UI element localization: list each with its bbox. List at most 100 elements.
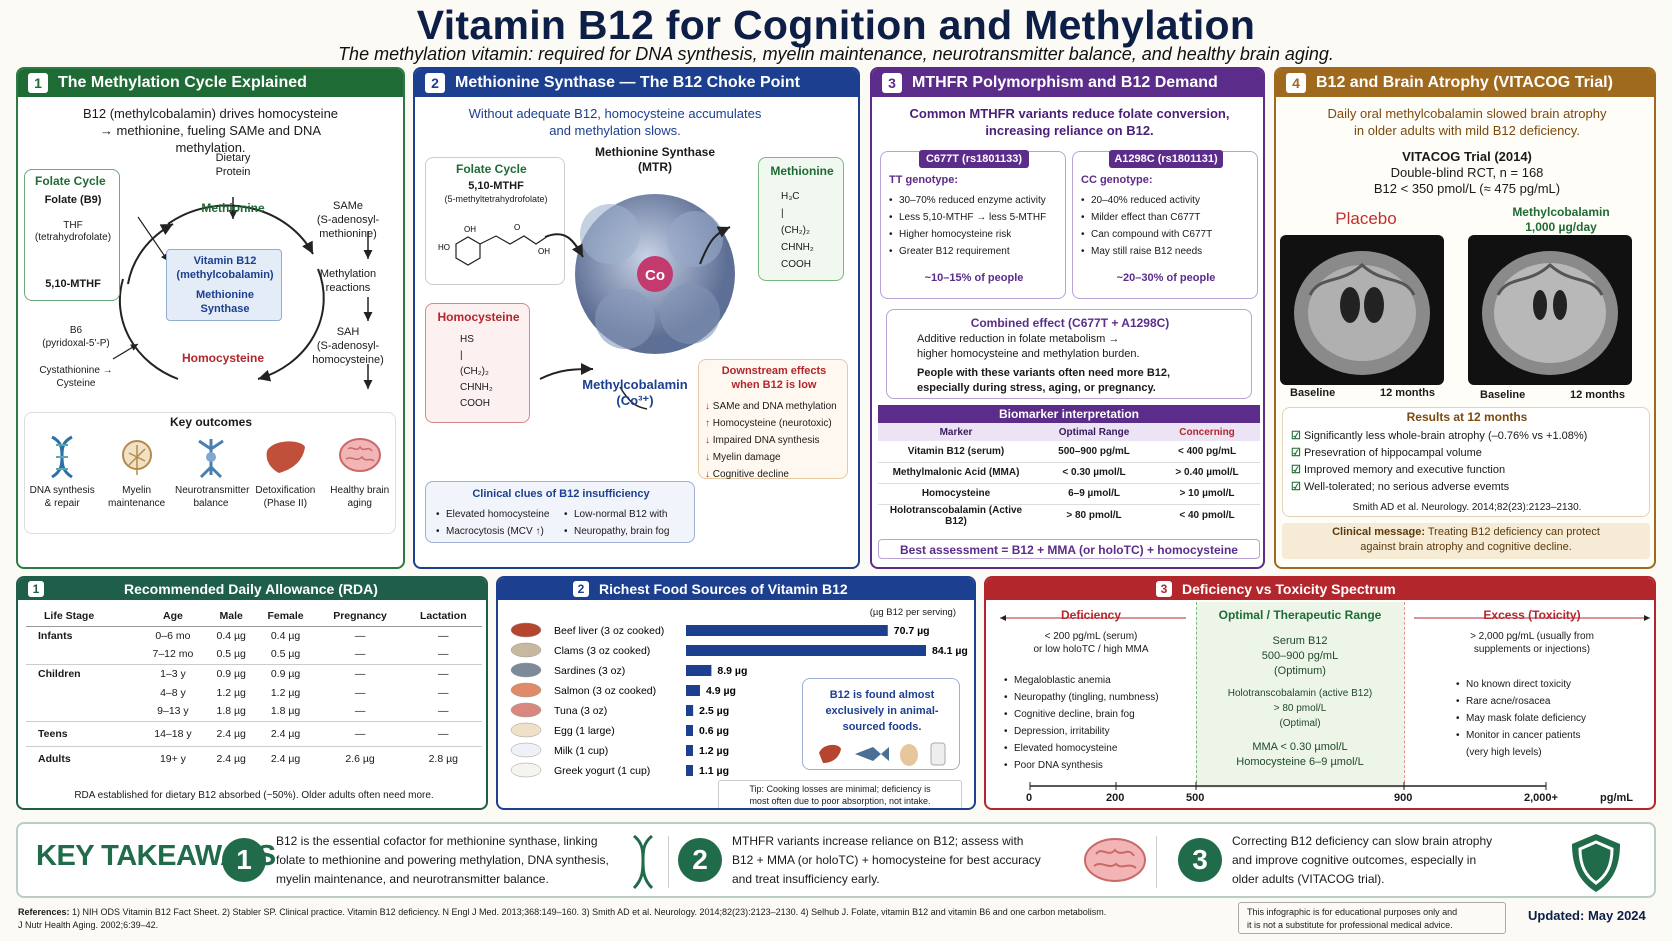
panel-header: 3 Deficiency vs Toxicity Spectrum [986, 578, 1654, 600]
outcome-item: Myelin maintenance [101, 435, 173, 510]
homocysteine-label: Homocysteine [181, 351, 265, 365]
folate-cycle-title: Folate Cycle [456, 162, 527, 176]
disclaimer: This infographic is for educational purp… [1238, 902, 1506, 934]
food-name: Egg (1 large) [554, 725, 615, 737]
table-row: Homocysteine 6–9 µmol/L > 10 µmol/L [878, 483, 1260, 504]
axis-unit: pg/mL [1600, 792, 1633, 804]
food-bar [686, 665, 712, 676]
results-box: Results at 12 months ☑ Significantly les… [1282, 407, 1650, 517]
homocysteine-structure: HS | (CH₂)₂ CHNH₂ COOH [460, 334, 493, 409]
key-outcomes-box: Key outcomes DNA synthesis & repair Myel… [24, 412, 396, 534]
optimal-mma: MMA < 0.30 µmol/L Homocysteine 6–9 µmol/… [1236, 741, 1364, 768]
food-value-label: 84.1 µg [932, 645, 968, 657]
biomarker-title: Biomarker interpretation [878, 405, 1260, 423]
folate-cycle-title: Folate Cycle [35, 174, 106, 188]
optimal-serum: Serum B12 500–900 pg/mL (Optimum) [1261, 635, 1339, 677]
references: References: 1) NIH ODS Vitamin B12 Fact … [18, 906, 1178, 932]
takeaway-text: Correcting B12 deficiency can slow brain… [1232, 834, 1493, 886]
food-icon [510, 722, 542, 738]
variant-c677t-box: C677T (rs1801133) TT genotype: 30–70% re… [880, 150, 1066, 299]
animal-foods-callout: B12 is found almost exclusively in anima… [802, 678, 960, 770]
vitacog-intro: Daily oral methylcobalamin slowed brain … [1327, 106, 1607, 138]
table-row: 4–8 y 1.2 µg 1.2 µg — — [160, 686, 449, 699]
rda-table: Life Stage Age Male Female Pregnancy Lac… [26, 606, 482, 771]
liver-icon [266, 441, 306, 473]
food-name: Salmon (3 oz cooked) [554, 685, 656, 697]
food-icon [510, 662, 542, 678]
table-header: Lactation [419, 609, 467, 622]
same-label: SAMe (S-adenosyl- methionine) [316, 200, 380, 240]
cystathionine-label: Cystathionine → Cysteine [39, 365, 113, 389]
results-list: ☑ Significantly less whole-brain atrophy… [1291, 428, 1587, 496]
svg-text:HO: HO [438, 243, 450, 252]
food-sources-panel: 2 Richest Food Sources of Vitamin B12 (µ… [496, 576, 976, 810]
deficiency-list: Megaloblastic anemiaNeuropathy (tingling… [1004, 672, 1159, 774]
svg-text:OH: OH [538, 247, 550, 256]
downstream-item: ↓ Myelin damage [705, 452, 781, 463]
food-icon [510, 762, 542, 778]
food-value-label: 4.9 µg [706, 685, 736, 697]
biomarker-table-wrap: Biomarker interpretation Marker Optimal … [878, 405, 1260, 527]
panel-number: 2 [573, 581, 589, 597]
table-row: Methylmalonic Acid (MMA) < 0.30 µmol/L > 0… [878, 462, 1260, 483]
food-name: Beef liver (3 oz cooked) [554, 625, 664, 637]
methionine-label: Methionine [201, 201, 265, 215]
outcome-label: Neurotransmitter balance [174, 485, 250, 509]
food-name: Greek yogurt (1 cup) [554, 765, 650, 777]
outcomes-row: DNA synthesis & repair Myelin maintenanc… [25, 435, 397, 510]
food-value-label: 8.9 µg [717, 665, 747, 677]
brain-icon [338, 438, 381, 472]
mthf-label: 5,10-MTHF [468, 180, 524, 192]
axis-tick: 500 [1186, 792, 1205, 804]
table-row: Teens 14–18 y 2.4 µg 2.4 µg — — [26, 721, 482, 746]
brain-atrophy-panel: 4 B12 and Brain Atrophy (VITACOG Trial) … [1274, 67, 1656, 569]
food-name: Milk (1 cup) [554, 745, 608, 757]
table-header: Male [219, 609, 243, 622]
result-item: ☑ Improved memory and executive function [1291, 464, 1506, 476]
months-label: 12 months [1380, 387, 1436, 399]
key-takeaways-panel: KEY TAKEAWAYS 1 B12 is the essential cof… [16, 822, 1656, 898]
spectrum-axis [1000, 615, 1650, 790]
trial-criteria: B12 < 350 pmol/L (≈ 475 pg/mL) [1373, 181, 1561, 196]
combined-emphasis: People with these variants often need mo… [917, 367, 1171, 394]
folate-b9-label: Folate (B9) [44, 194, 102, 206]
table-row: Children 1–3 y 0.9 µg 0.9 µg — — [38, 667, 449, 680]
panel-header: 2 Methionine Synthase — The B12 Choke Po… [415, 69, 858, 97]
downstream-item: ↓ Impaired DNA synthesis [705, 435, 820, 446]
myelin-icon [121, 440, 152, 475]
dietary-protein-label: Dietary Protein [215, 152, 251, 178]
results-title: Results at 12 months [1406, 410, 1528, 424]
baseline-label: Baseline [1290, 387, 1336, 399]
food-bar [686, 765, 693, 776]
treatment-mri [1468, 235, 1632, 385]
food-value-label: 1.2 µg [699, 745, 729, 757]
prevalence-label: ~20–30% of people [1116, 272, 1216, 284]
downstream-item: ↑ Homocysteine (neurotoxic) [705, 418, 832, 429]
excess-criteria: > 2,000 pg/mL (usually from supplements … [1470, 631, 1594, 655]
b12-enzyme-box: Vitamin B12 (methylcobalamin) Methionine… [166, 249, 282, 321]
takeaway-text: MTHFR variants increase reliance on B12;… [732, 834, 1041, 886]
prevalence-label: ~10–15% of people [924, 272, 1024, 284]
shield-icon [1572, 834, 1620, 892]
variant-a1298c-box: A1298C (rs1801131) CC genotype: 20–40% r… [1072, 150, 1258, 299]
thf-label: THF (tetrahydrofolate) [34, 220, 112, 243]
b6-label: B6 (pyridoxal-5'-P) [42, 325, 110, 349]
best-assessment: Best assessment = B12 + MMA (or holoTC) … [878, 539, 1260, 559]
takeaway-number: 3 [1178, 838, 1222, 882]
panel-number: 1 [28, 581, 44, 597]
axis-tick: 0 [1026, 792, 1033, 804]
clue-item: Elevated homocysteine [436, 506, 561, 523]
zone-divider [1404, 602, 1405, 788]
trial-design: Double-blind RCT, n = 168 [1390, 165, 1544, 180]
methionine-structure: H₃C | (CH₂)₂ CHNH₂ COOH [781, 191, 814, 270]
panel-header: 1 Recommended Daily Allowance (RDA) [18, 578, 486, 600]
food-icon [510, 622, 542, 638]
table-row: Adults 19+ y 2.4 µg 2.4 µg 2.6 µg 2.8 µg [38, 752, 458, 765]
downstream-item: ↓ SAMe and DNA methylation [705, 401, 837, 412]
placebo-label: Placebo [1335, 209, 1397, 228]
combined-text: Additive reduction in folate metabolism … [917, 333, 1140, 360]
spectrum-panel: 3 Deficiency vs Toxicity Spectrum Defici… [984, 576, 1656, 810]
variant-tag: A1298C (rs1801131) [1109, 150, 1223, 168]
clinical-message: Clinical message: Treating B12 deficienc… [1282, 523, 1650, 559]
homocysteine-box: Homocysteine HS | (CH₂)₂ CHNH₂ COOH [425, 303, 530, 423]
